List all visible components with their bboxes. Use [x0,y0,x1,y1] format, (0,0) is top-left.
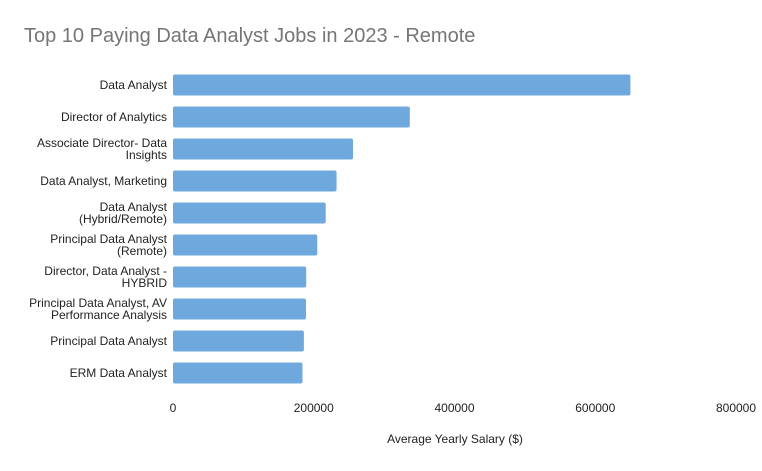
category-label-4: Data Analyst, Marketing [40,174,167,188]
chart-title: Top 10 Paying Data Analyst Jobs in 2023 … [24,25,475,47]
bar-2 [173,106,410,128]
bar-9 [173,330,304,352]
category-label-line: (Remote) [117,244,167,258]
category-label-line: Director, Data Analyst - [44,264,167,278]
x-tick-label: 600000 [575,401,615,415]
x-axis-label: Average Yearly Salary ($) [387,432,523,446]
bar-10 [173,362,303,384]
bar-7 [173,266,307,288]
x-tick-label: 400000 [434,401,474,415]
bar-8 [173,298,307,320]
category-label-line: Director of Analytics [61,110,167,124]
category-label-line: ERM Data Analyst [70,366,168,380]
category-label-5: Data Analyst (Hybrid/Remote) [79,200,168,226]
x-tick-labels: 0 200000 400000 600000 800000 [170,401,757,415]
category-label-3: Associate Director- Data Insights [37,136,167,162]
bar-6 [173,234,318,256]
category-label-line: Principal Data Analyst, AV [29,296,167,310]
x-tick-label: 800000 [716,401,756,415]
x-tick-label: 0 [170,401,177,415]
category-label-line: Data Analyst [100,200,168,214]
bar-4 [173,170,337,192]
category-label-line: Performance Analysis [51,308,167,322]
x-tick-label: 200000 [294,401,334,415]
category-label-line: HYBRID [122,276,168,290]
category-label-line: (Hybrid/Remote) [79,212,167,226]
bar-1 [173,74,631,96]
category-label-10: ERM Data Analyst [70,366,168,380]
category-label-line: Principal Data Analyst [50,334,167,348]
category-label-9: Principal Data Analyst [50,334,167,348]
bar-5 [173,202,326,224]
category-label-2: Director of Analytics [61,110,167,124]
category-label-8: Principal Data Analyst, AV Performance An… [29,296,167,322]
category-label-1: Data Analyst [100,78,168,92]
bars-group [173,74,631,384]
category-label-line: Principal Data Analyst [50,232,167,246]
category-label-line: Data Analyst, Marketing [40,174,167,188]
category-label-line: Associate Director- Data [37,136,167,150]
category-label-7: Director, Data Analyst -HYBRID [44,264,167,290]
category-label-line: Data Analyst [100,78,168,92]
category-labels: Data Analyst Director of Analytics Associa… [29,78,168,380]
category-label-6: Principal Data Analyst (Remote) [50,232,167,258]
category-label-line: Insights [126,148,167,162]
bar-3 [173,138,354,160]
